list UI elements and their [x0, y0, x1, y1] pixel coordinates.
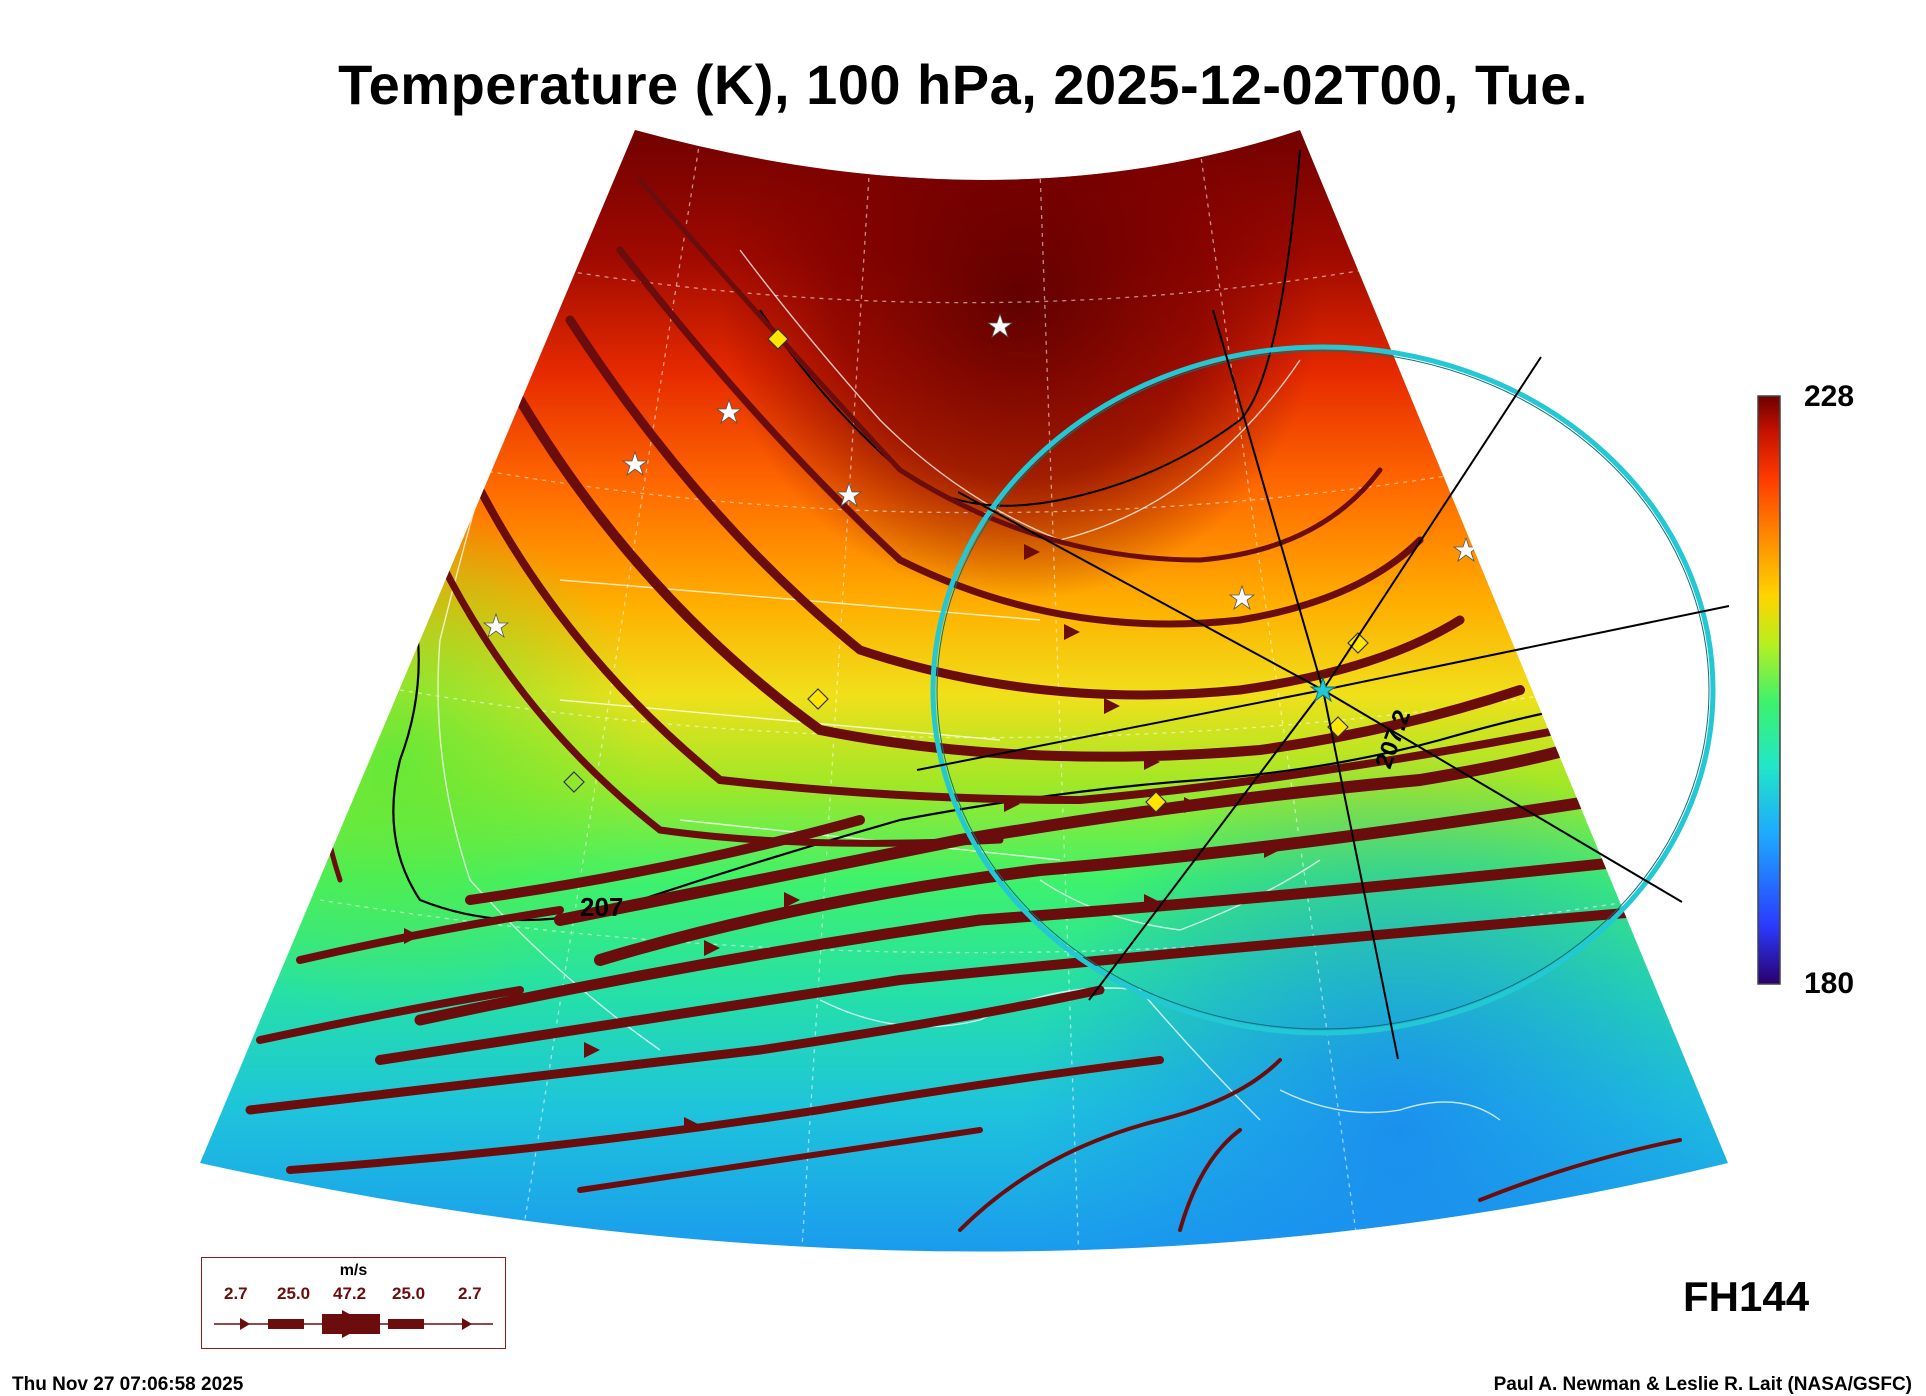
arrowhead-icon — [404, 544, 1280, 1133]
radial-lines — [916, 309, 1730, 1060]
legend-arrow-scale — [214, 1310, 493, 1338]
legend-speed: 47.2 — [333, 1284, 367, 1303]
legend-speed: 2.7 — [458, 1284, 482, 1303]
wind-streamlines — [245, 177, 1682, 1232]
colorbar-min-label: 180 — [1804, 967, 1855, 1000]
center-star-icon — [1309, 676, 1337, 703]
contour-label-207: 207 — [580, 892, 623, 922]
legend-unit: m/s — [339, 1262, 368, 1279]
legend-speed: 25.0 — [277, 1284, 311, 1303]
diamond-marker-icon — [563, 328, 1369, 813]
contour-207 — [392, 599, 1561, 922]
contour-north — [759, 149, 1301, 507]
colorbar — [1757, 395, 1781, 985]
temperature-field — [200, 130, 1728, 1252]
map-title: Temperature (K), 100 hPa, 2025-12-02T00,… — [338, 53, 1588, 116]
legend-speed: 2.7 — [224, 1284, 248, 1303]
forecast-hour: FH144 — [1683, 1273, 1810, 1320]
footer-timestamp: Thu Nov 27 07:06:58 2025 — [12, 1374, 244, 1395]
footer-credit: Paul A. Newman & Leslie R. Lait (NASA/GS… — [1493, 1374, 1912, 1395]
wind-speed-legend: m/s 2.7 25.0 47.2 25.0 2.7 — [201, 1257, 506, 1349]
range-ring — [930, 344, 1716, 1036]
star-marker-icon — [482, 312, 1480, 639]
colorbar-max-label: 228 — [1804, 380, 1855, 413]
legend-speed: 25.0 — [392, 1284, 426, 1303]
